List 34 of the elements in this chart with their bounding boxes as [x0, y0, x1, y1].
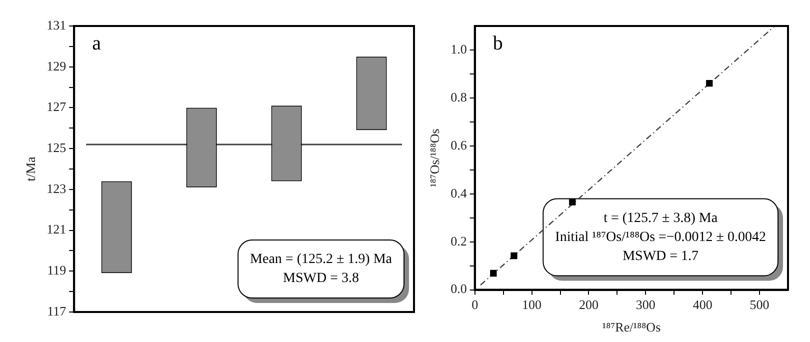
x-tick-label: 0 [472, 297, 478, 312]
annotation: MSWD = 3.8 [283, 271, 360, 286]
point [490, 270, 497, 277]
y-tick-label: 127 [46, 99, 67, 114]
y-tick-label: 119 [47, 262, 66, 278]
annotation: Initial ¹⁸⁷Os/¹⁸⁸Os =−0.0012 ± 0.0042 [555, 230, 766, 245]
x-tick-label: 100 [522, 297, 542, 312]
x-tick-label: 300 [636, 297, 656, 312]
x-tick-label: 400 [692, 297, 712, 312]
y-axis-title: ¹⁸⁷Os/¹⁸⁸Os [427, 128, 442, 188]
point [706, 80, 713, 87]
y-tick-label: 129 [46, 58, 66, 74]
point [569, 198, 576, 206]
y-tick-label: 121 [46, 222, 66, 237]
y-tick-label: 0.4 [450, 185, 468, 200]
annotation: a [92, 32, 102, 54]
x-tick-label: 500 [750, 297, 770, 312]
y-tick-label: 0.0 [450, 281, 467, 296]
y-tick-label: 1.0 [450, 41, 467, 56]
point [510, 252, 518, 260]
x-tick-label: 200 [578, 297, 598, 312]
y-axis-title: t/Ma [23, 156, 38, 182]
annotation: MSWD = 1.7 [622, 248, 699, 264]
annotation: b [492, 32, 503, 54]
y-tick-label: 123 [46, 180, 66, 196]
y-tick-label: 0.8 [450, 89, 467, 104]
annotation: Mean = (125.2 ± 1.9) Ma [250, 252, 393, 268]
y-tick-label: 0.2 [450, 233, 467, 248]
x-axis-title: ¹⁸⁷Re/¹⁸⁸Os [602, 320, 661, 335]
y-tick-label: 117 [47, 303, 67, 318]
y-tick-label: 131 [46, 17, 66, 32]
y-tick-label: 0.6 [450, 137, 468, 152]
annotation: t = (125.7 ± 3.8) Ma [604, 210, 718, 226]
y-tick-label: 125 [46, 140, 66, 155]
